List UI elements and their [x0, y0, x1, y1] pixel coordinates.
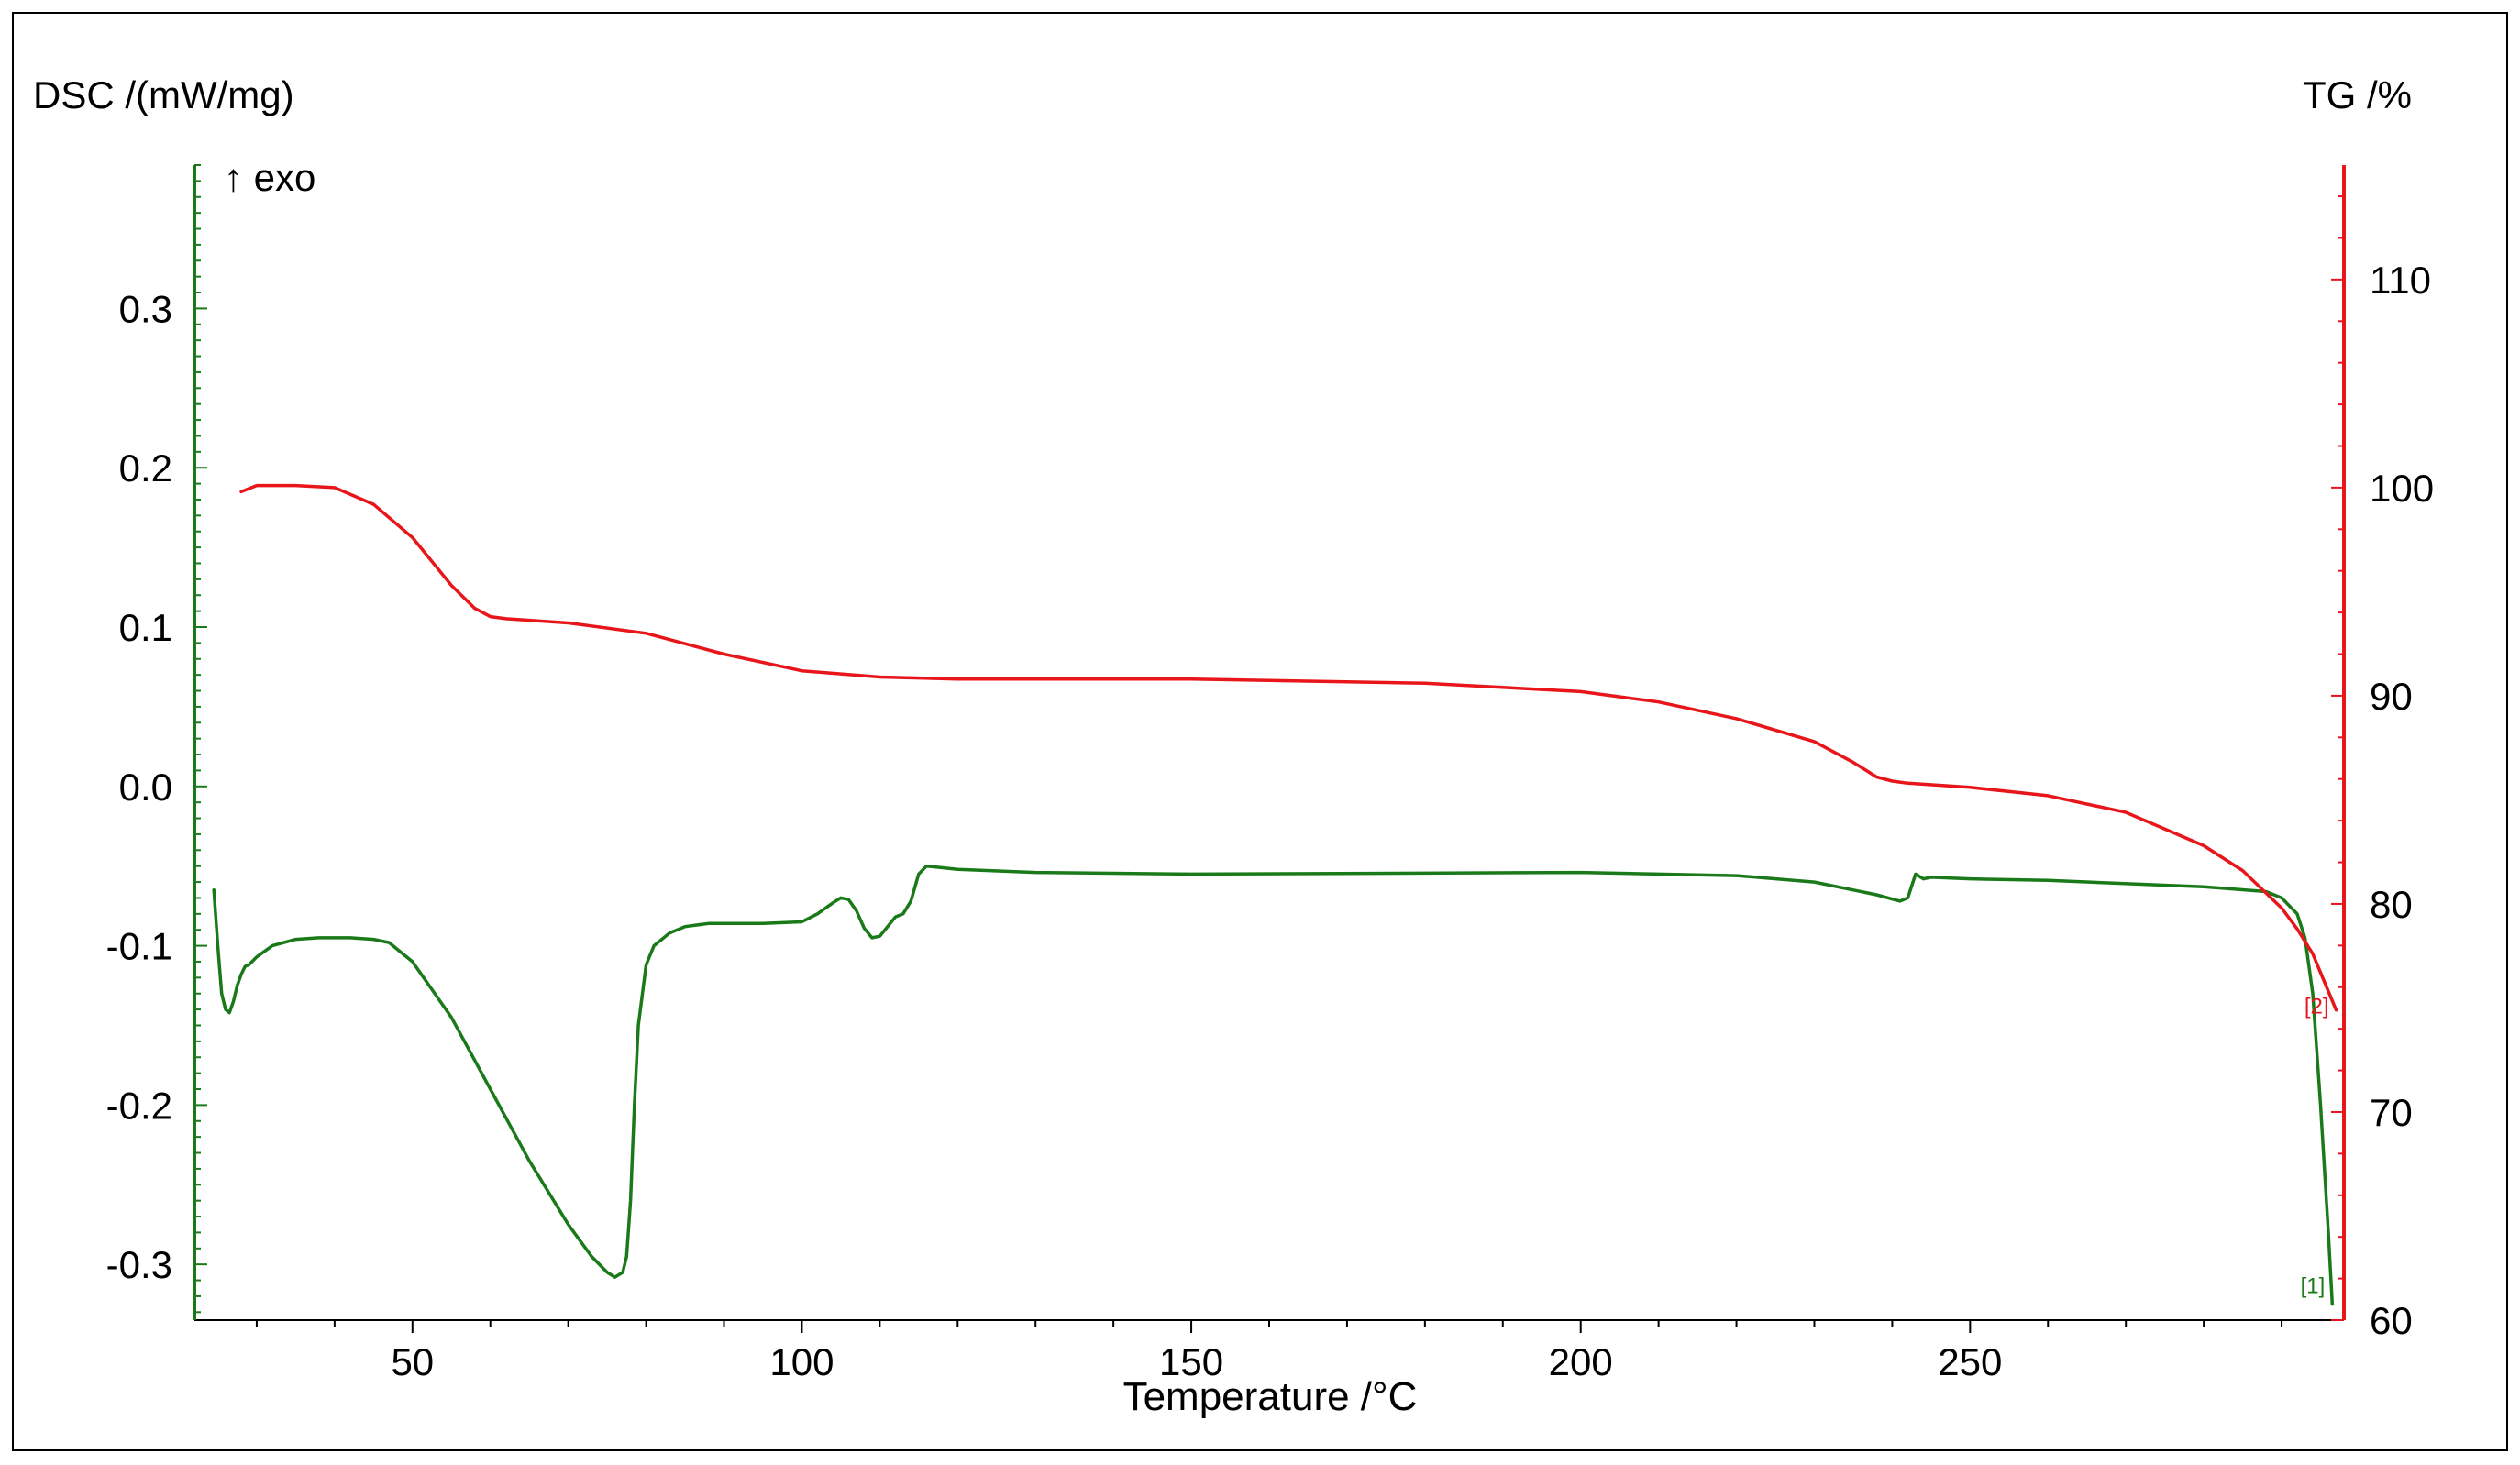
right-tick-label: 100	[2370, 467, 2434, 510]
left-tick-label: 0.1	[119, 606, 172, 649]
exo-annotation: ↑ exo	[224, 156, 315, 199]
left-tick-label: -0.3	[106, 1243, 172, 1286]
plot-frame	[12, 12, 2508, 1451]
dsc-curve-label: [1]	[2301, 1274, 2326, 1299]
left-tick-label: 0.3	[119, 287, 172, 330]
x-tick-label: 200	[1549, 1340, 1613, 1383]
x-tick-label: 250	[1938, 1340, 2002, 1383]
dsc-curve	[212, 864, 2335, 1306]
tg-curve-label: [2]	[2304, 995, 2329, 1019]
right-axis: 60 70 80 90 100 110	[2331, 165, 2434, 1342]
tg-curve	[239, 483, 2338, 1012]
x-axis-label: Temperature /°C	[1123, 1374, 1418, 1419]
right-tick-label: 60	[2370, 1299, 2413, 1342]
x-axis: 50 100 150 200 250	[194, 1319, 2344, 1383]
right-tick-label: 70	[2370, 1091, 2413, 1134]
right-tick-label: 80	[2370, 883, 2413, 926]
right-axis-label: TG /%	[2303, 73, 2412, 116]
right-tick-label: 90	[2370, 675, 2413, 718]
left-tick-label: -0.1	[106, 925, 172, 968]
series-layer: [1] [2]	[212, 483, 2338, 1306]
left-tick-label: 0.0	[119, 766, 172, 809]
left-axis-label: DSC /(mW/mg)	[33, 73, 294, 116]
left-tick-label: 0.2	[119, 446, 172, 490]
left-axis: -0.3 -0.2 -0.1 0.0 0.1 0.2 0.3	[106, 164, 207, 1320]
left-tick-label: -0.2	[106, 1084, 172, 1127]
x-tick-label: 50	[391, 1340, 434, 1383]
x-tick-label: 100	[769, 1340, 834, 1383]
right-tick-label: 110	[2370, 259, 2431, 302]
x-tick-label: 150	[1159, 1340, 1223, 1383]
